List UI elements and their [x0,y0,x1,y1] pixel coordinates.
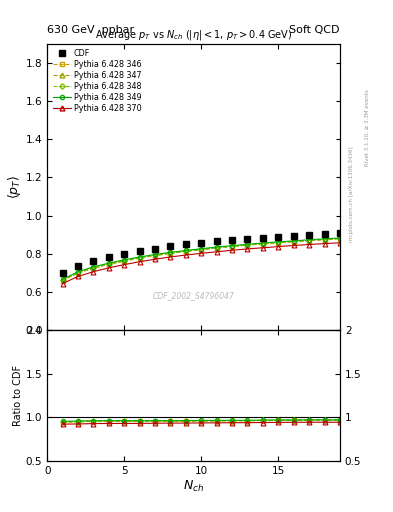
Y-axis label: Ratio to CDF: Ratio to CDF [13,365,23,426]
X-axis label: $N_{ch}$: $N_{ch}$ [183,478,204,494]
Text: CDF_2002_S4796047: CDF_2002_S4796047 [152,291,235,301]
Text: mcplots.cern.ch [arXiv:1306.3436]: mcplots.cern.ch [arXiv:1306.3436] [349,147,354,242]
Text: 630 GeV  ppbar: 630 GeV ppbar [47,25,134,35]
Text: Soft QCD: Soft QCD [290,25,340,35]
Y-axis label: $\langle p_T \rangle$: $\langle p_T \rangle$ [6,175,23,199]
Title: Average $p_T$ vs $N_{ch}$ ($|\eta| < 1$, $p_T > 0.4$ GeV): Average $p_T$ vs $N_{ch}$ ($|\eta| < 1$,… [95,29,292,42]
Text: Rivet 3.1.10, ≥ 3.3M events: Rivet 3.1.10, ≥ 3.3M events [365,90,370,166]
Legend: CDF, Pythia 6.428 346, Pythia 6.428 347, Pythia 6.428 348, Pythia 6.428 349, Pyt: CDF, Pythia 6.428 346, Pythia 6.428 347,… [51,48,143,115]
